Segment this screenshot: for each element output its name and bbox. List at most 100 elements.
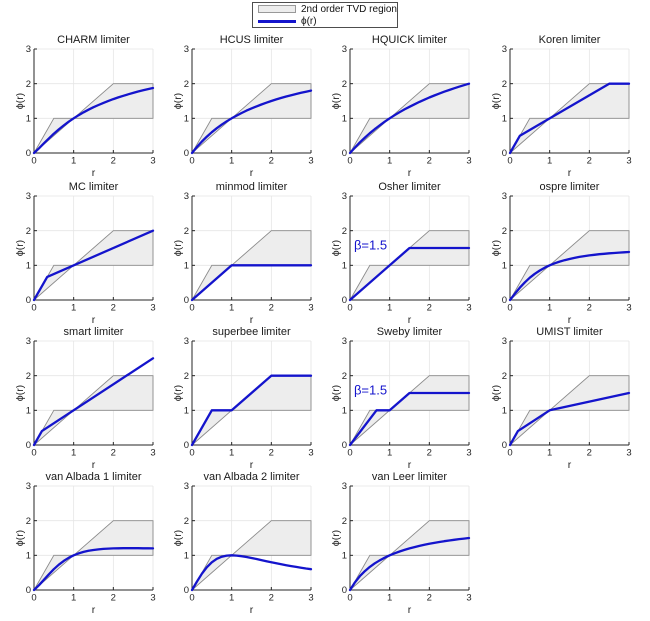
beta-annotation: β=1.5 [354,383,387,398]
y-tick-label: 1 [342,406,347,417]
y-tick-label: 2 [502,371,507,382]
phi-curve [348,391,471,447]
x-tick-label: 2 [111,593,116,604]
x-tick-label: 0 [189,448,194,459]
phi-curve [32,547,155,592]
x-tick-label: 0 [507,156,512,167]
y-axis-label: ϕ(r) [16,385,26,401]
y-tick-label: 2 [342,371,347,382]
phi-curve [508,82,631,155]
legend-label-phi-curve: ϕ(r) [301,15,317,27]
y-tick-label: 2 [342,79,347,90]
x-tick-label: 1 [387,303,392,314]
x-tick-label: 1 [71,303,76,314]
y-tick-label: 2 [502,226,507,237]
x-tick-label: 0 [31,593,36,604]
tvd-region [33,83,154,154]
subplot-canvas: 0 1 2 3 0 1 2 3 β=1.5 Osher limiter r ϕ(r) [332,181,472,325]
x-tick-label: 2 [587,156,592,167]
subplot-title: Sweby limiter [377,326,443,338]
tvd-region [191,520,312,591]
x-tick-label: 0 [347,303,352,314]
x-tick-label: 2 [587,448,592,459]
subplot-hquick-limiter: 0 1 2 3 0 1 2 3 HQUICK limiter r ϕ(r) [332,32,490,178]
y-tick-label: 3 [184,481,189,492]
subplot-canvas: 0 1 2 3 0 1 2 3 HQUICK limiter r ϕ(r) [332,34,472,178]
x-tick-label: 1 [229,303,234,314]
y-tick-label: 0 [342,295,347,306]
y-axis-label: ϕ(r) [16,240,26,256]
y-tick-label: 1 [342,114,347,125]
x-tick-label: 3 [150,448,155,459]
subplot-canvas: 0 1 2 3 0 1 2 3 UMIST limiter r ϕ(r) [492,326,632,470]
subplot-title: Koren limiter [539,34,601,46]
subplot-canvas: 0 1 2 3 0 1 2 3 MC limiter r ϕ(r) [16,181,156,325]
subplot-title: van Leer limiter [372,471,448,483]
y-tick-label: 3 [184,191,189,202]
y-tick-label: 1 [184,406,189,417]
x-axis-label: r [408,167,412,178]
x-tick-label: 1 [547,303,552,314]
x-tick-label: 3 [626,156,631,167]
y-tick-label: 1 [26,406,31,417]
x-tick-label: 3 [308,448,313,459]
tvd-region [191,83,312,154]
x-axis-label: r [250,604,254,615]
y-tick-label: 2 [26,371,31,382]
tvd-region [509,375,630,446]
subplot-van-leer-limiter: 0 1 2 3 0 1 2 3 van Leer limiter r ϕ(r) [332,469,490,615]
y-tick-label: 0 [26,295,31,306]
x-tick-label: 1 [229,448,234,459]
y-axis-label: ϕ(r) [174,385,184,401]
phi-curve [348,536,471,592]
x-tick-label: 1 [229,156,234,167]
x-axis-label: r [568,459,572,470]
subplot-title: MC limiter [69,181,119,193]
x-tick-label: 0 [31,156,36,167]
subplot-title: HCUS limiter [220,34,284,46]
x-tick-label: 1 [71,448,76,459]
legend: 2nd order TVD region ϕ(r) [252,2,398,28]
x-tick-label: 2 [427,448,432,459]
y-axis-label: ϕ(r) [332,530,342,546]
subplot-canvas: 0 1 2 3 0 1 2 3 HCUS limiter r ϕ(r) [174,34,314,178]
subplot-van-albada-2-limiter: 0 1 2 3 0 1 2 3 van Albada 2 limiter r ϕ(r) [174,469,332,615]
subplot-sweby-limiter: 0 1 2 3 0 1 2 3 β=1.5 Sweby limiter r ϕ(r) [332,324,490,470]
y-tick-label: 1 [502,114,507,125]
x-tick-label: 2 [269,303,274,314]
y-tick-label: 3 [502,336,507,347]
x-tick-label: 2 [111,156,116,167]
y-axis-label: ϕ(r) [492,385,502,401]
x-axis-label: r [92,604,96,615]
x-tick-label: 2 [427,593,432,604]
phi-curve [32,229,155,302]
y-tick-label: 3 [184,44,189,55]
beta-annotation: β=1.5 [354,238,387,253]
y-tick-label: 2 [502,79,507,90]
y-axis-label: ϕ(r) [332,385,342,401]
x-tick-label: 3 [466,448,471,459]
x-tick-label: 2 [269,448,274,459]
subplot-title: minmod limiter [216,181,288,193]
subplot-minmod-limiter: 0 1 2 3 0 1 2 3 minmod limiter r ϕ(r) [174,179,332,325]
subplot-mc-limiter: 0 1 2 3 0 1 2 3 MC limiter r ϕ(r) [16,179,174,325]
tvd-region [509,230,630,301]
y-tick-label: 3 [502,44,507,55]
y-tick-label: 3 [502,191,507,202]
phi-curve [508,391,631,447]
y-tick-label: 3 [342,481,347,492]
y-axis-label: ϕ(r) [16,93,26,109]
subplot-title: CHARM limiter [57,34,130,46]
x-axis-label: r [92,459,96,470]
y-tick-label: 0 [26,440,31,451]
x-tick-label: 3 [308,593,313,604]
x-tick-label: 0 [507,303,512,314]
tvd-region [33,520,154,591]
tvd-region [349,83,470,154]
phi-curve [348,82,471,155]
y-tick-label: 1 [342,261,347,272]
y-tick-label: 2 [26,226,31,237]
x-tick-label: 0 [347,593,352,604]
subplot-smart-limiter: 0 1 2 3 0 1 2 3 smart limiter r ϕ(r) [16,324,174,470]
